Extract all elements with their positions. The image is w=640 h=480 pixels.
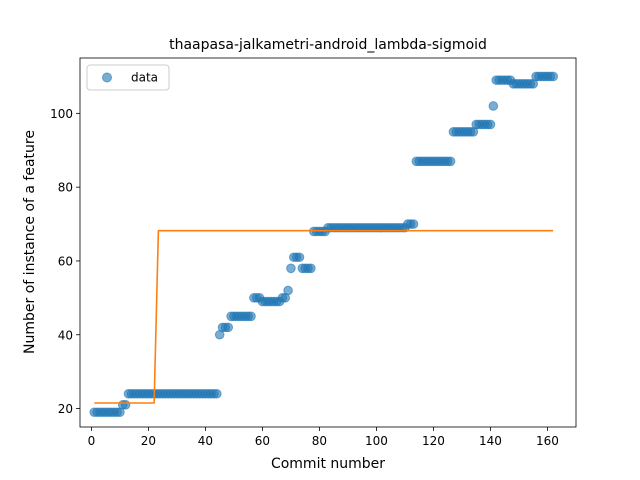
fit-line xyxy=(94,229,554,404)
x-tick-label: 160 xyxy=(536,434,559,448)
data-point xyxy=(246,311,256,322)
data-point xyxy=(223,322,234,333)
x-tick-label: 20 xyxy=(141,434,156,448)
y-axis-label: Number of instance of a feature xyxy=(22,130,38,354)
x-tick-label: 40 xyxy=(198,434,213,448)
axes-frame xyxy=(79,57,577,428)
data-point xyxy=(306,263,316,274)
data-point xyxy=(488,101,499,111)
legend-box xyxy=(86,64,170,91)
data-point xyxy=(408,219,419,229)
x-tick-label: 140 xyxy=(479,434,502,448)
data-point xyxy=(283,285,293,296)
x-axis-label: Commit number xyxy=(271,456,385,472)
data-point xyxy=(445,156,456,167)
data-point xyxy=(485,119,496,130)
y-tick-label: 60 xyxy=(58,254,73,268)
x-tick-label: 100 xyxy=(365,434,388,448)
ticks: 0 20 40 60 80 100 120 140 160 20 40 60 80 100 xyxy=(50,107,559,448)
x-tick-label: 80 xyxy=(312,434,327,448)
x-tick-label: 60 xyxy=(255,434,270,448)
legend: data xyxy=(86,64,170,91)
y-tick-label: 100 xyxy=(50,107,73,121)
legend-label-data: data xyxy=(131,71,158,85)
plot-area xyxy=(89,71,559,418)
legend-marker xyxy=(102,72,112,83)
chart-title: thaapasa-jalkametri-android_lambda-sigmo… xyxy=(169,37,487,53)
y-tick-label: 40 xyxy=(58,328,73,342)
data-point xyxy=(548,71,559,82)
data-point xyxy=(212,388,222,399)
y-tick-label: 80 xyxy=(58,181,73,195)
y-tick-label: 20 xyxy=(58,402,73,416)
x-tick-label: 120 xyxy=(422,434,445,448)
data-point xyxy=(294,252,305,263)
data-point xyxy=(286,263,296,274)
x-tick-label: 0 xyxy=(88,434,96,448)
data-point xyxy=(120,400,131,410)
